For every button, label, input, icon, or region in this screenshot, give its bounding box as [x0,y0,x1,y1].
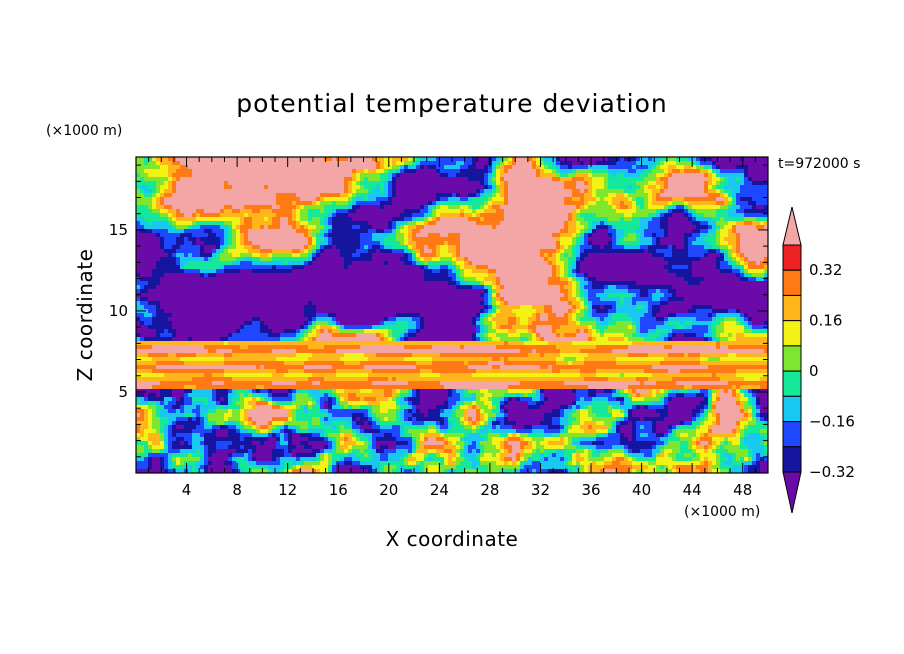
colorbar-box [782,395,802,423]
x-tick-label: 48 [733,481,752,499]
x-axis-ticks: 4 8 12 16 20 24 28 32 36 40 44 48 [135,157,769,499]
x-tick-label: 8 [232,481,242,499]
x-tick-label: 16 [329,481,348,499]
y-axis-label: Z coordinate [73,249,97,382]
colorbar-label: −0.32 [809,463,855,481]
colorbar-box [782,320,802,347]
colorbar-label: 0.16 [809,312,842,330]
x-tick-label: 24 [430,481,449,499]
colorbar-box [782,421,802,448]
colorbar-extend-min [782,471,802,514]
x-axis-label: X coordinate [386,527,519,551]
y-tick-label: 10 [109,302,128,320]
colorbar-box [782,446,802,473]
heatmap-field [136,157,768,473]
y-tick-label: 5 [118,383,128,401]
x-unit-label: (×1000 m) [684,504,760,520]
colorbar-label: 0 [809,362,819,380]
x-tick-label: 36 [581,481,600,499]
colorbar: −0.32 −0.16 0 0.16 0.32 [782,206,855,514]
colorbar-box [782,370,802,397]
x-tick-label: 20 [379,481,398,499]
x-tick-label: 44 [683,481,702,499]
colorbar-box [782,294,802,322]
x-tick-label: 12 [278,481,297,499]
x-tick-label: 32 [531,481,550,499]
y-tick-label: 15 [109,221,128,239]
x-tick-label: 4 [182,481,192,499]
colorbar-box [782,269,802,296]
time-label: t=972000 s [778,156,860,172]
colorbar-label: 0.32 [809,261,842,279]
y-unit-label: (×1000 m) [46,123,122,139]
colorbar-box [782,345,802,372]
x-tick-label: 28 [480,481,499,499]
colorbar-label: −0.16 [809,413,855,431]
y-axis-ticks: 5 10 15 [109,164,768,474]
x-tick-label: 40 [632,481,651,499]
chart-title: potential temperature deviation [236,89,667,118]
colorbar-extend-max [782,206,802,246]
colorbar-box [782,244,802,271]
